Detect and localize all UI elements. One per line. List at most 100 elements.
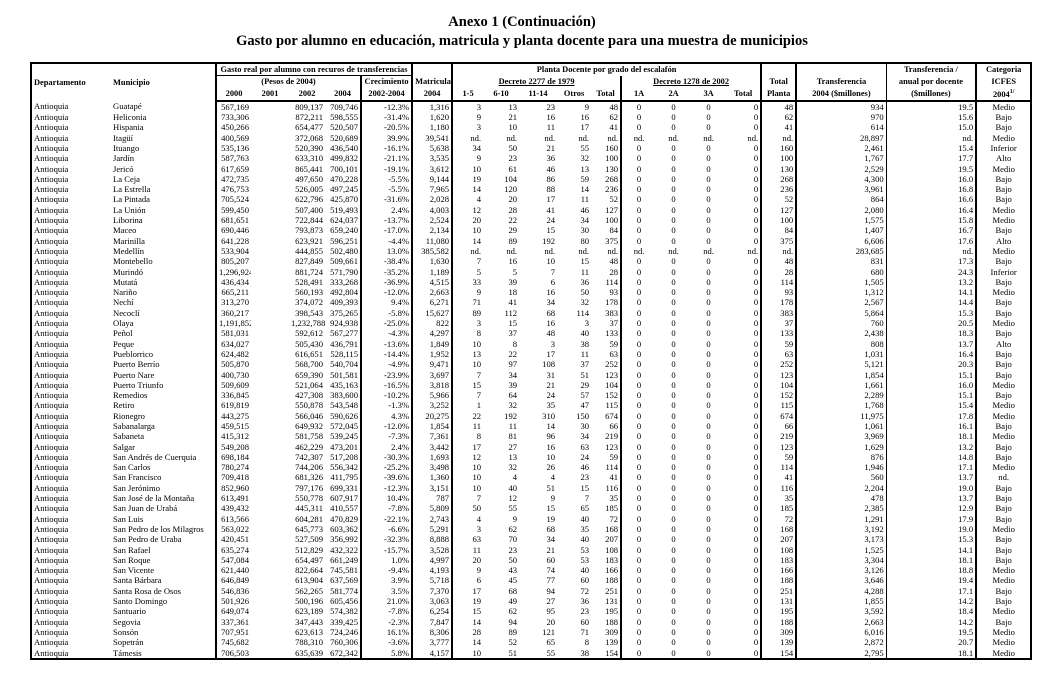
cell-grado-2a: 0 xyxy=(671,142,676,153)
cell-grado-11-14: 55 xyxy=(519,647,558,660)
cell-grado-1-5: 10 xyxy=(451,225,484,236)
cell-departamento: Antioquia xyxy=(34,348,69,359)
cell-matricula: 2,524 xyxy=(411,215,453,226)
cell-grado-6-10: 89 xyxy=(508,235,518,246)
cell-municipio: Peñol xyxy=(113,328,133,339)
cell-grado-1-5: 14 xyxy=(451,184,484,195)
cell-total-planta: 41 xyxy=(760,122,797,133)
cell-categoria-icfes: Medio xyxy=(975,637,1032,648)
cell-total-planta: 63 xyxy=(760,348,797,360)
cell-grado-3a: nd. xyxy=(703,245,714,256)
cell-grado-2a: 0 xyxy=(671,472,676,483)
cell-grado-2a: 0 xyxy=(671,328,676,339)
cell-grado-1a: 0 xyxy=(620,348,657,360)
cell-total-planta: 183 xyxy=(760,554,797,566)
header-matricula-blank xyxy=(411,63,453,76)
table-row: Antioquia San José de la Montaña 613,491 55… xyxy=(31,493,1032,504)
cell-grado-6-10: 70 xyxy=(508,534,518,545)
cell-grado-2a: 0 xyxy=(671,348,676,359)
cell-transferencia-por-docente: 20.3 xyxy=(885,359,977,370)
cell-departamento: Antioquia xyxy=(34,297,69,308)
cell-categoria-icfes: Medio xyxy=(975,287,1032,298)
cell-total-planta: 154 xyxy=(760,647,797,660)
cell-departamento: Antioquia xyxy=(34,266,69,277)
cell-transferencia-por-docente: 15.3 xyxy=(885,307,977,319)
cell-departamento: Antioquia xyxy=(34,421,69,431)
cell-total-1278: 0 xyxy=(753,173,759,184)
cell-total-1278: 0 xyxy=(753,142,759,153)
cell-departamento: Antioquia xyxy=(34,153,69,164)
cell-crecimiento: 13.0% xyxy=(359,245,413,257)
cell-total-2277: 139 xyxy=(605,637,619,648)
cell-crecimiento: -36.9% xyxy=(359,276,413,288)
cell-categoria-icfes: Bajo xyxy=(975,451,1032,463)
cell-total-2277: 268 xyxy=(605,173,619,184)
cell-grado-6-10: 15 xyxy=(508,318,518,329)
cell-grado-1-5: 10 xyxy=(451,338,484,349)
table-row: Antioquia Támesis 706,503 635,639 672,342 5.8… xyxy=(31,647,1032,660)
cell-crecimiento: -4.4% xyxy=(359,235,413,246)
cell-gasto-2002: 622,796 xyxy=(295,194,323,205)
cell-transferencia-por-docente: 15.3 xyxy=(885,534,977,545)
cell-transferencia-por-docente: 19.5 xyxy=(885,100,977,113)
cell-transferencia: 478 xyxy=(795,493,887,504)
cell-transferencia-por-docente: 14.1 xyxy=(885,544,977,555)
cell-transferencia-por-docente: 16.0 xyxy=(885,379,977,391)
table-row: Antioquia San Rafael 635,274 512,829 432,322… xyxy=(31,544,1032,555)
cell-municipio: San Andrés de Cuerquia xyxy=(113,451,197,462)
cell-gasto-2004: 709,746 xyxy=(330,101,358,112)
cell-categoria-icfes: Bajo xyxy=(975,276,1032,288)
table-row: Antioquia Segovia 337,361 347,443 339,425 -2.… xyxy=(31,616,1032,627)
header-crecimiento: Crecimiento xyxy=(359,75,413,87)
cell-otros: 30 xyxy=(580,225,590,236)
cell-total-1278: 0 xyxy=(753,513,759,524)
cell-grado-3a: 0 xyxy=(706,297,711,308)
cell-transferencia-por-docente: 14.8 xyxy=(885,451,977,463)
cell-gasto-2000: 617,659 xyxy=(215,163,251,174)
cell-matricula: 1,180 xyxy=(411,122,453,133)
cell-grado-1-5: 15 xyxy=(451,379,484,391)
cell-gasto-2001 xyxy=(251,225,289,235)
cell-grado-6-10: 32 xyxy=(508,400,518,411)
cell-otros: 35 xyxy=(580,523,590,534)
cell-gasto-2004: 339,425 xyxy=(330,616,358,627)
cell-otros: 36 xyxy=(580,596,590,607)
cell-transferencia: 4,300 xyxy=(795,173,887,185)
cell-matricula: 7,361 xyxy=(411,431,453,442)
cell-gasto-2000: 635,274 xyxy=(215,544,251,555)
cell-grado-6-10: 4 xyxy=(512,472,518,483)
cell-total-1278: 0 xyxy=(726,647,762,660)
cell-grado-3a: 0 xyxy=(706,194,711,205)
cell-otros: 36 xyxy=(580,276,590,287)
table-row: Antioquia San Carlos 780,274 744,206 556,342… xyxy=(31,462,1032,473)
cell-otros: 57 xyxy=(580,390,590,401)
cell-grado-2a: 0 xyxy=(671,596,676,607)
cell-transferencia-por-docente: 19.0 xyxy=(885,482,977,494)
cell-total-planta: 37 xyxy=(760,318,797,329)
cell-grado-11-14: 17 xyxy=(546,194,556,205)
cell-grado-3a: 0 xyxy=(706,153,711,164)
cell-total-1278: 0 xyxy=(753,266,759,277)
cell-matricula: 15,627 xyxy=(411,307,453,319)
cell-matricula: 5,291 xyxy=(411,523,453,535)
table-row: Antioquia Nariño 665,211 560,193 492,804 -12.… xyxy=(31,287,1032,298)
cell-transferencia: 1,855 xyxy=(795,596,887,607)
cell-transferencia: 1,575 xyxy=(795,215,887,226)
cell-crecimiento: -32.3% xyxy=(359,534,413,545)
cell-categoria-icfes: Bajo xyxy=(975,554,1032,566)
cell-transferencia-por-docente: 24.3 xyxy=(885,266,977,277)
cell-total-planta: 100 xyxy=(760,215,797,226)
cell-grado-2a: 0 xyxy=(671,318,676,329)
cell-total-planta: nd. xyxy=(760,132,797,143)
cell-total-1278: 0 xyxy=(753,493,759,504)
cell-grado-1-5: 10 xyxy=(451,359,484,370)
cell-transferencia-por-docente: nd. xyxy=(885,132,977,143)
cell-grado-1a: 0 xyxy=(620,606,657,617)
cell-total-1278: 0 xyxy=(753,204,759,215)
cell-categoria-icfes: Bajo xyxy=(975,225,1032,236)
cell-matricula: 39,541 xyxy=(411,132,453,143)
cell-grado-1a: 0 xyxy=(620,565,657,576)
table-row: Antioquia La Estrella 476,753 526,005 497,24… xyxy=(31,184,1032,195)
table-row: Antioquia Murindó 1,296,924 881,724 571,790-… xyxy=(31,266,1032,277)
cell-total-1278: 0 xyxy=(753,400,759,411)
